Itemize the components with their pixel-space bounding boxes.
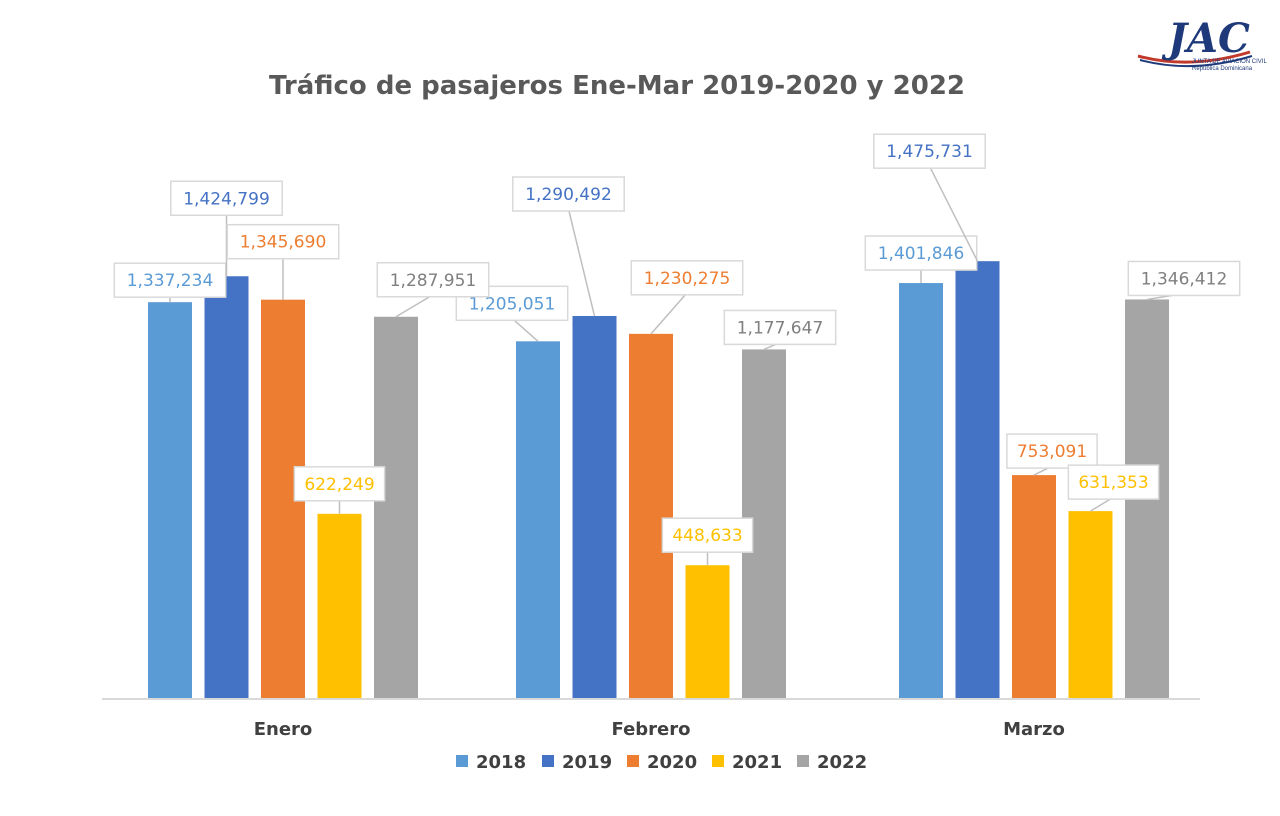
data-label-box (293, 466, 386, 502)
bar-2018-enero (148, 302, 192, 698)
data-label-2020-marzo: 753,091 (1017, 442, 1087, 462)
legend-label-2022: 2022 (817, 752, 867, 773)
data-label-box (113, 262, 227, 298)
data-label-2019-marzo: 1,475,731 (886, 142, 973, 162)
data-label-leader (567, 208, 596, 317)
bar-2020-febrero (629, 333, 673, 698)
legend-label-2020: 2020 (647, 752, 697, 773)
legend-label-2018: 2018 (476, 752, 526, 773)
data-labels-layer: 1,337,234 1,205,051 1,401,846 1,424,799 1,29… (113, 133, 1241, 566)
category-label-febrero: Febrero (612, 719, 691, 740)
bar-2021-febrero (685, 565, 730, 698)
bar-2021-marzo (1068, 511, 1113, 698)
legend-swatch-2020 (627, 755, 639, 767)
data-label-2018-marzo: 1,401,846 (878, 244, 965, 264)
data-label-box (630, 260, 744, 296)
bar-2021-enero (317, 513, 362, 698)
data-label-2020-febrero: 1,230,275 (644, 269, 731, 289)
data-label-box (723, 309, 837, 346)
legend-swatch-2021 (712, 755, 724, 767)
bar-2018-febrero (516, 341, 560, 698)
bar-2019-enero (204, 276, 249, 698)
category-label-enero: Enero (254, 719, 313, 740)
legend-swatch-2022 (797, 755, 809, 767)
data-label-leader (511, 317, 539, 342)
legend-label-2019: 2019 (562, 752, 612, 773)
data-label-box (864, 235, 978, 271)
data-label-2021-marzo: 631,353 (1078, 473, 1148, 493)
data-label-2018-febrero: 1,205,051 (469, 294, 556, 314)
legend-swatch-2018 (456, 755, 468, 767)
logo-text: JAC (1161, 15, 1250, 62)
data-label-box (661, 517, 754, 553)
data-label-box (873, 133, 986, 169)
logo-swoosh-icon (1137, 50, 1251, 64)
category-labels-layer: Enero Febrero Marzo (254, 719, 1065, 740)
jac-logo: JAC JUNTA DE AVIACIÓN CIVIL República Do… (1137, 15, 1267, 72)
bar-2020-marzo (1012, 475, 1056, 698)
data-label-box (1127, 260, 1241, 297)
data-label-box (1067, 464, 1160, 500)
data-label-2018-enero: 1,337,234 (127, 271, 214, 291)
bar-2019-marzo (955, 261, 1000, 698)
bar-2018-marzo (899, 283, 943, 698)
logo-subtitle-2: República Dominicana (1192, 66, 1253, 72)
data-label-box (226, 223, 340, 260)
bars-layer (148, 261, 1169, 698)
legend-label-2021: 2021 (732, 752, 782, 773)
data-label-2021-febrero: 448,633 (672, 526, 742, 546)
data-label-2019-febrero: 1,290,492 (525, 185, 612, 205)
data-label-2019-enero: 1,424,799 (183, 189, 270, 209)
bar-2022-enero (374, 316, 418, 698)
legend: 2018 2019 2020 2021 2022 (456, 752, 867, 773)
data-label-2022-febrero: 1,177,647 (737, 318, 824, 338)
data-label-box (1006, 433, 1098, 469)
data-label-2021-enero: 622,249 (304, 475, 374, 495)
data-label-box (376, 262, 490, 298)
data-label-box (170, 180, 283, 217)
category-label-marzo: Marzo (1003, 719, 1065, 740)
chart-title: Tráfico de pasajeros Ene-Mar 2019-2020 y… (269, 71, 965, 101)
data-label-2022-marzo: 1,346,412 (1141, 269, 1228, 289)
data-label-2022-enero: 1,287,951 (390, 271, 477, 291)
logo-subtitle-1: JUNTA DE AVIACIÓN CIVIL (1192, 58, 1267, 65)
data-label-2020-enero: 1,345,690 (240, 233, 327, 253)
data-label-box (512, 176, 625, 212)
logo-swoosh-blue-icon (1139, 55, 1253, 68)
data-label-leader (928, 165, 979, 262)
bar-2019-febrero (572, 316, 617, 698)
data-label-leader (395, 294, 434, 318)
data-label-leader (650, 292, 688, 335)
legend-swatch-2019 (542, 755, 554, 767)
